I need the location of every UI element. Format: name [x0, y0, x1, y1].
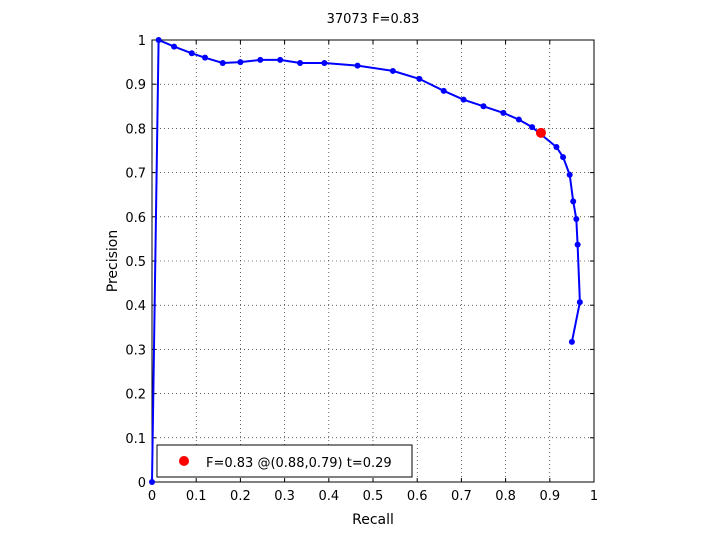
x-tick-label: 0.8	[495, 489, 516, 504]
pr-curve-point	[480, 103, 487, 110]
pr-curve-point	[570, 198, 577, 205]
pr-curve-point	[566, 171, 573, 178]
pr-curve-point	[149, 479, 155, 485]
pr-curve-point	[460, 96, 467, 103]
pr-curve-point	[171, 43, 178, 50]
x-tick-label: 0.7	[451, 489, 472, 504]
y-tick-label: 0.7	[125, 167, 146, 182]
pr-curve-point	[202, 54, 209, 61]
pr-curve-markers	[149, 37, 583, 485]
x-axis-title: Recall	[352, 512, 394, 528]
x-tick-label: 0.2	[230, 489, 251, 504]
grid	[152, 40, 594, 482]
y-tick-label: 0.6	[125, 211, 146, 226]
tick-labels: 0 0.1 0.2 0.3 0.4 0.5 0.6 0.7 0.8 0.9 1 0 0.1 0.2 0.3 0…	[125, 34, 598, 504]
y-tick-label: 0.9	[125, 78, 146, 93]
pr-curve-point	[389, 67, 396, 74]
pr-curve-point	[515, 116, 522, 123]
pr-curve-point	[155, 37, 162, 43]
x-tick-label: 0	[148, 489, 156, 504]
x-tick-label: 0.4	[318, 489, 339, 504]
y-tick-label: 0.2	[125, 388, 146, 403]
x-tick-label: 0.3	[274, 489, 295, 504]
pr-curve-point	[560, 154, 567, 161]
pr-curve-point	[573, 216, 580, 223]
y-tick-label: 0.4	[125, 299, 146, 314]
best-f-point	[535, 127, 546, 138]
pr-curve-line	[151, 38, 581, 483]
y-tick-label: 0.5	[125, 255, 146, 270]
y-tick-label: 1	[138, 34, 146, 49]
pr-curve-point	[416, 75, 423, 82]
pr-curve-point	[257, 56, 264, 63]
chart-title: 37073 F=0.83	[327, 12, 420, 27]
y-tick-label: 0	[138, 476, 146, 491]
pr-curve-point	[440, 87, 447, 94]
pr-curve-point	[219, 59, 226, 66]
pr-curve-point	[568, 338, 575, 345]
x-tick-label: 0.1	[186, 489, 207, 504]
pr-curve-point	[553, 143, 560, 150]
legend: F=0.83 @(0.88,0.79) t=0.29	[156, 444, 413, 478]
pr-curve-point	[576, 299, 583, 306]
y-tick-label: 0.3	[125, 343, 146, 358]
pr-curve-point	[277, 56, 284, 63]
y-tick-label: 0.8	[125, 122, 146, 137]
pr-curve-point	[574, 241, 581, 248]
legend-box	[156, 444, 413, 478]
legend-marker	[179, 456, 189, 466]
x-tick-label: 0.5	[363, 489, 384, 504]
x-tick-label: 0.6	[407, 489, 428, 504]
pr-curve-point	[354, 62, 361, 69]
pr-curve-point	[500, 109, 507, 116]
x-tick-label: 0.9	[539, 489, 560, 504]
pr-curve-point	[297, 59, 304, 66]
x-tick-label: 1	[590, 489, 598, 504]
pr-curve-point	[529, 124, 536, 131]
pr-curve-point	[237, 59, 244, 66]
pr-curve-point	[321, 59, 328, 66]
legend-text: F=0.83 @(0.88,0.79) t=0.29	[206, 456, 392, 471]
y-axis-title: Precision	[105, 230, 121, 292]
y-tick-label: 0.1	[125, 432, 146, 447]
pr-curve-point	[188, 50, 195, 57]
